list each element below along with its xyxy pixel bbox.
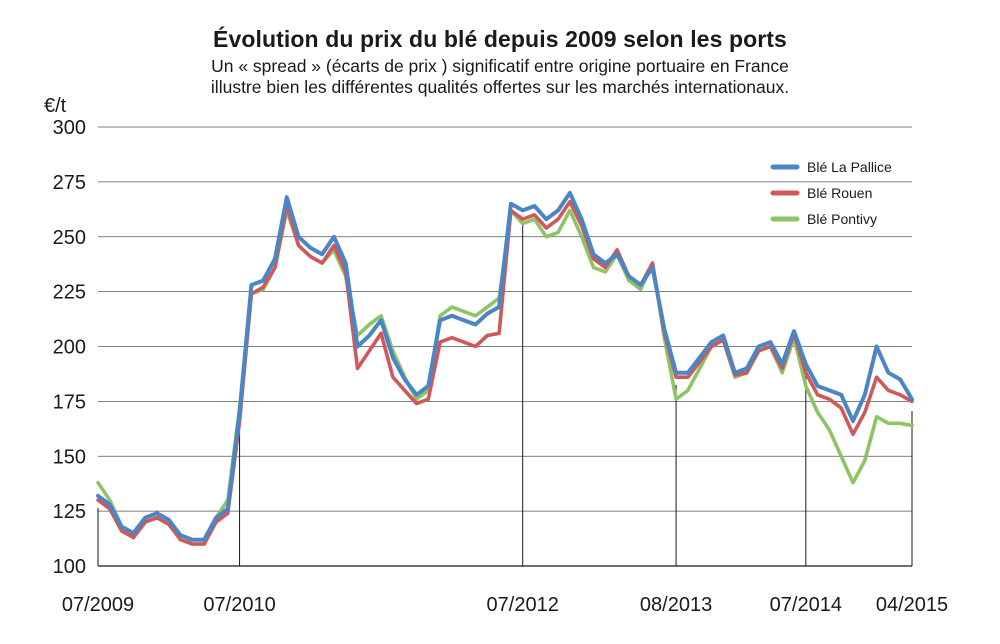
y-tick-label: 275: [53, 172, 86, 194]
subtitle-line-1: Un « spread » (écarts de prix ) signific…: [211, 56, 789, 76]
subtitle-line-2: illustre bien les différentes qualités o…: [210, 77, 790, 97]
x-tick-label: 07/2012: [487, 594, 559, 616]
date-markers: [97, 222, 913, 566]
legend-label: Blé La Pallice: [807, 159, 892, 175]
x-tick-label: 07/2009: [62, 594, 134, 616]
chart-subtitle: Un « spread » (écarts de prix ) signific…: [0, 56, 1000, 98]
y-tick-label: 100: [53, 556, 86, 578]
y-tick-label: 125: [53, 501, 86, 523]
y-axis-label: €/t: [44, 95, 67, 117]
legend-label: Blé Rouen: [807, 185, 872, 201]
y-tick-labels: 100 125 150 175 200 225 250 275 300: [53, 117, 86, 578]
legend: Blé La Pallice Blé Rouen Blé Pontivy: [770, 159, 892, 227]
x-tick-label: 08/2013: [640, 594, 712, 616]
x-tick-label: 07/2014: [770, 594, 842, 616]
x-tick-label: 04/2015: [876, 594, 948, 616]
y-tick-label: 200: [53, 337, 86, 359]
series-line-la-pallice: [96, 190, 914, 542]
y-tick-label: 300: [53, 117, 86, 139]
chart-title: Évolution du prix du blé depuis 2009 sel…: [213, 26, 787, 52]
series-lines: [96, 190, 914, 546]
y-tick-label: 225: [53, 282, 86, 304]
legend-label: Blé Pontivy: [807, 211, 877, 227]
y-tick-label: 150: [53, 446, 86, 468]
x-tick-label: 07/2010: [203, 594, 275, 616]
y-tick-label: 175: [53, 391, 86, 413]
y-tick-label: 250: [53, 227, 86, 249]
x-tick-labels: 07/2009 07/2010 07/2012 08/2013 07/2014 04/20…: [62, 594, 948, 616]
